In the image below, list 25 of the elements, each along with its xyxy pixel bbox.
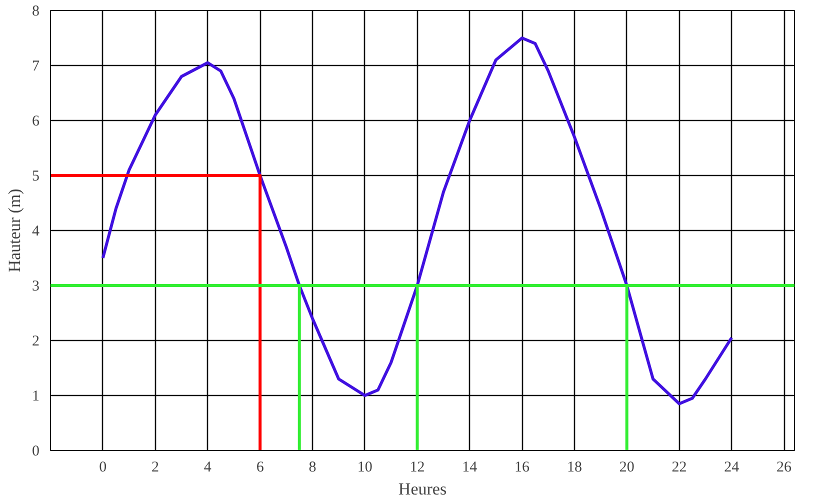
- x-tick-label: 22: [672, 460, 687, 476]
- y-tick-label: 5: [32, 168, 40, 184]
- x-tick-label: 6: [256, 460, 264, 476]
- y-axis-title: Hauteur (m): [5, 188, 24, 272]
- x-tick-label: 10: [357, 460, 372, 476]
- y-tick-label: 7: [32, 58, 40, 74]
- y-tick-label: 1: [32, 388, 40, 404]
- y-tick-label: 2: [32, 334, 40, 350]
- x-tick-label: 8: [308, 460, 316, 476]
- y-tick-label: 6: [32, 114, 40, 130]
- y-tick-label: 3: [32, 278, 40, 294]
- x-tick-label: 12: [410, 460, 425, 476]
- x-tick-label: 18: [566, 460, 582, 476]
- x-axis-title: Heures: [398, 480, 447, 498]
- y-tick-label: 4: [32, 224, 40, 240]
- x-tick-label: 16: [514, 460, 530, 476]
- y-tick-label: 8: [32, 4, 40, 20]
- x-tick-label: 4: [204, 460, 212, 476]
- x-tick-label: 2: [152, 460, 160, 476]
- x-tick-label: 14: [462, 460, 478, 476]
- y-tick-label: 0: [32, 444, 40, 460]
- x-tick-label: 0: [99, 460, 107, 476]
- x-tick-label: 26: [776, 460, 792, 476]
- x-tick-label: 24: [724, 460, 740, 476]
- x-tick-label: 20: [619, 460, 634, 476]
